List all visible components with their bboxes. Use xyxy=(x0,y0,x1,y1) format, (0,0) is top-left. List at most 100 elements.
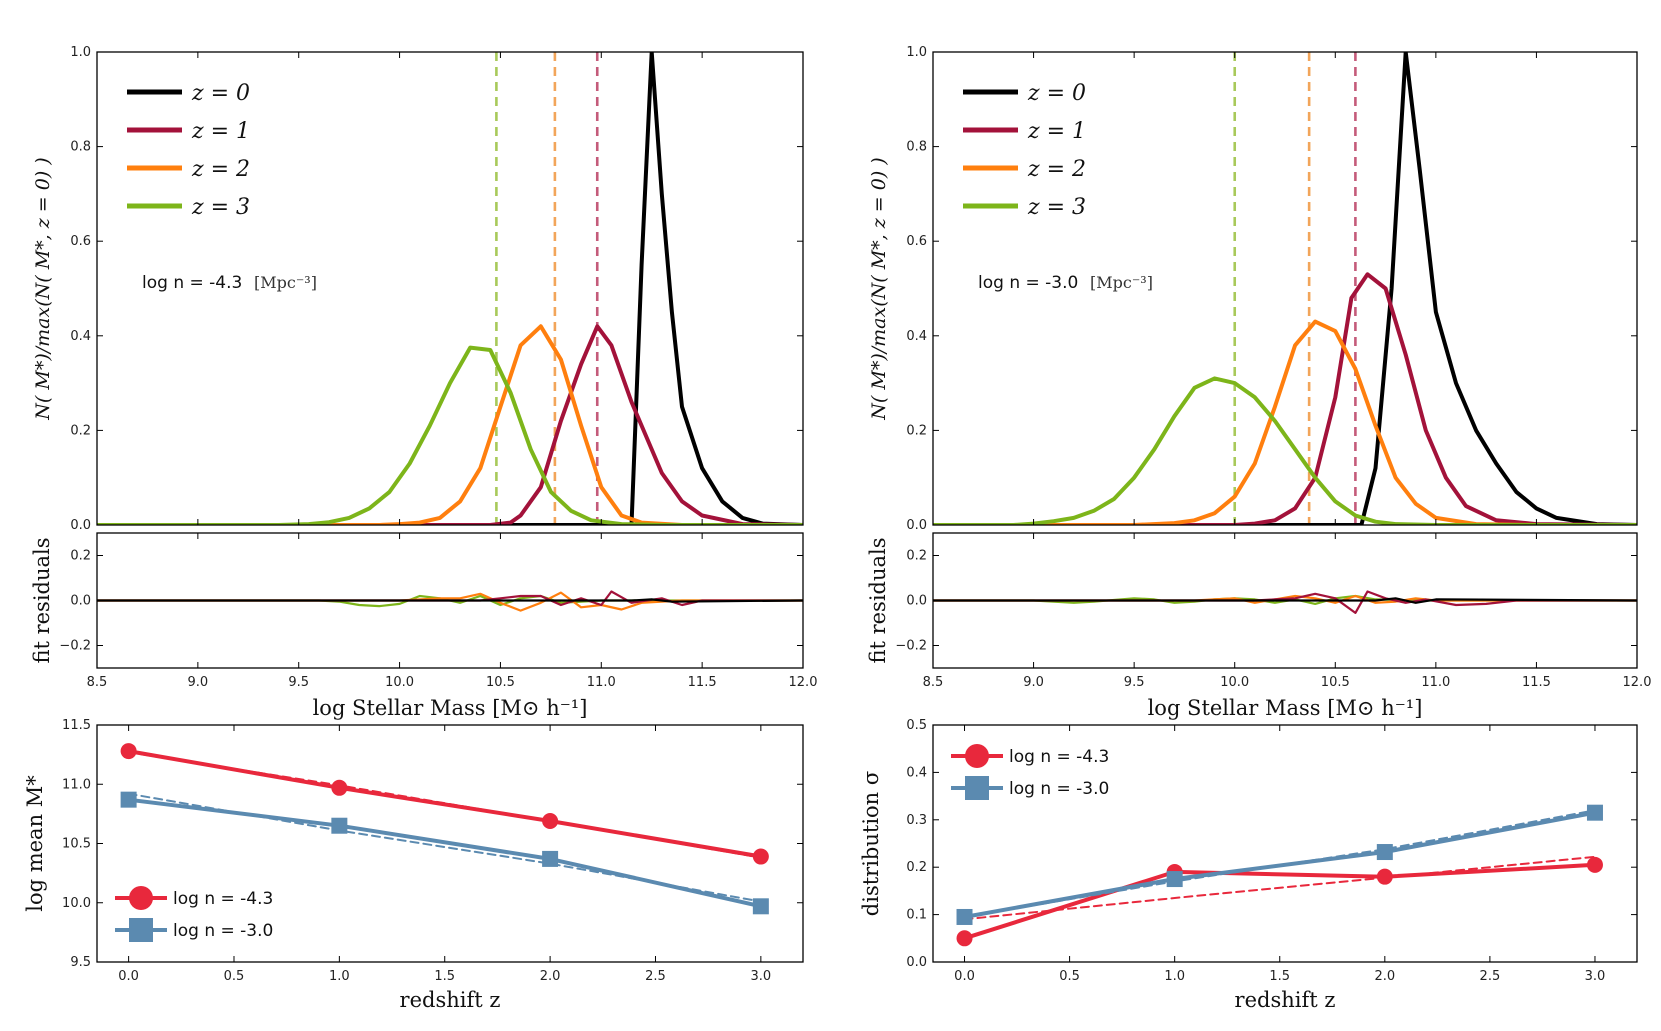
panel-b-ytick-label: 0.8 xyxy=(906,140,927,155)
panel-a-res-xtick-label: 8.5 xyxy=(87,675,108,690)
panel-a-res-ytick-label: −0.2 xyxy=(59,639,91,654)
panel-c-legend-label: log n = -3.0 xyxy=(173,921,273,941)
panel-d-frame xyxy=(932,724,1638,963)
panel-d-legend-label: log n = -4.3 xyxy=(1009,747,1109,767)
panel-d-marker-point xyxy=(1586,856,1603,873)
panel-a-res-xtick-label: 11.0 xyxy=(587,675,616,690)
panel-b-res-ytick-label: 0.2 xyxy=(906,549,927,564)
panel-b-res-xtick-label: 10.0 xyxy=(1220,675,1249,690)
panel-b-res-ylabel: fit residuals xyxy=(866,537,890,663)
panel-a-res-ytick-label: 0.0 xyxy=(70,594,91,609)
panel-c-ytick-label: 10.5 xyxy=(62,837,91,852)
panel-d-series-0 xyxy=(962,862,1597,941)
panel-b-res-series-2 xyxy=(933,590,1637,615)
panel-a-ytick-label: 0.4 xyxy=(70,329,91,344)
panel-b-res-xtick-label: 11.5 xyxy=(1522,675,1551,690)
panel-c-series-1 xyxy=(126,797,763,909)
panel-a-ytick-label: 0.8 xyxy=(70,140,91,155)
panel-b-series-0 xyxy=(933,52,1637,525)
panel-a-res-series-2 xyxy=(97,590,803,607)
panel-d-marker-point xyxy=(1586,804,1603,821)
panel-b-res-xtick-label: 9.5 xyxy=(1124,675,1145,690)
panel-d-legend-marker xyxy=(965,776,989,800)
panel-a-series-1 xyxy=(97,324,803,525)
panel-b-res-ytick-label: 0.0 xyxy=(906,594,927,609)
panel-d-xtick-label: 0.5 xyxy=(1059,969,1080,984)
panel-d-marker-point xyxy=(1376,868,1393,885)
panel-c-xtick-label: 3.0 xyxy=(751,969,772,984)
panel-d-xtick-label: 2.0 xyxy=(1374,969,1395,984)
panel-a-ytick-label: 0.0 xyxy=(70,518,91,533)
panel-a-series-0 xyxy=(97,52,803,525)
panel-a-legend-label: z = 3 xyxy=(191,195,250,220)
panel-b-ytick-label: 0.2 xyxy=(906,423,927,438)
panel-a-legend-label: z = 2 xyxy=(191,157,250,182)
panel-b-legend-label: z = 2 xyxy=(1027,157,1086,182)
panel-d-series-1 xyxy=(962,810,1597,919)
panel-c-legend-label: log n = -4.3 xyxy=(173,889,273,909)
panel-a-res-ylabel: fit residuals xyxy=(30,537,54,663)
panel-b-annotation-unit: [Mpc⁻³] xyxy=(1090,273,1153,292)
panel-a-res-xtick-label: 9.0 xyxy=(188,675,209,690)
panel-b-res-series-3 xyxy=(933,597,1637,604)
panel-d-ytick-label: 0.1 xyxy=(906,908,927,923)
panel-d-xlabel: redshift z xyxy=(1235,988,1336,1012)
panel-a-ytick-label: 1.0 xyxy=(70,45,91,60)
panel-a-res-xlabel: log Stellar Mass [M⊙ h⁻¹] xyxy=(313,696,588,720)
panel-d-xtick-label: 0.0 xyxy=(954,969,975,984)
panel-c-ytick-label: 10.0 xyxy=(62,896,91,911)
panel-a-series-3 xyxy=(97,345,803,525)
panel-d-xtick-label: 1.5 xyxy=(1269,969,1290,984)
panel-b-res-xtick-label: 8.5 xyxy=(923,675,944,690)
panel-b-series-1 xyxy=(933,272,1637,525)
panel-a-res-xtick-label: 11.5 xyxy=(688,675,717,690)
panel-d-marker-point xyxy=(1166,871,1183,888)
panel-a-res-ytick-label: 0.2 xyxy=(70,549,91,564)
panel-a-legend-label: z = 0 xyxy=(191,81,250,106)
panel-c-xtick-label: 2.5 xyxy=(645,969,666,984)
panel-b-legend-label: z = 3 xyxy=(1027,195,1086,220)
panel-a-frame xyxy=(96,51,804,526)
panel-a-series-2 xyxy=(97,324,803,525)
panel-c-marker-point xyxy=(542,812,559,829)
panel-b-frame xyxy=(932,51,1638,526)
panel-c-xtick-label: 0.0 xyxy=(118,969,139,984)
panel-c-marker-point xyxy=(331,817,348,834)
panel-b-legend-label: z = 1 xyxy=(1027,119,1086,144)
panel-c-marker-point xyxy=(752,898,769,915)
panel-b-ytick-label: 0.4 xyxy=(906,329,927,344)
panel-b-series-3 xyxy=(933,376,1637,525)
panel-a-res-xtick-label: 12.0 xyxy=(789,675,818,690)
panel-b-res-xtick-label: 12.0 xyxy=(1623,675,1652,690)
panel-a-res-xtick-label: 10.0 xyxy=(385,675,414,690)
panel-d-ytick-label: 0.2 xyxy=(906,860,927,875)
panel-c-ytick-label: 11.0 xyxy=(62,777,91,792)
panel-d-xtick-label: 2.5 xyxy=(1480,969,1501,984)
panel-d-xtick-label: 3.0 xyxy=(1585,969,1606,984)
panel-b-ytick-label: 1.0 xyxy=(906,45,927,60)
panel-c-marker-point xyxy=(331,779,348,796)
panel-d-fit-0 xyxy=(963,855,1596,921)
panel-c-series-0 xyxy=(126,749,763,859)
panel-c-marker-point xyxy=(120,791,137,808)
panel-c-marker-point xyxy=(542,850,559,867)
panel-a-res-series-3 xyxy=(97,598,803,603)
panel-d-marker-point xyxy=(956,930,973,947)
panel-b-annotation: log n = -3.0 xyxy=(978,273,1078,293)
panel-b-res-xlabel: log Stellar Mass [M⊙ h⁻¹] xyxy=(1148,696,1423,720)
panel-c-ylabel: log mean M* xyxy=(23,775,47,912)
panel-b-res-xtick-label: 9.0 xyxy=(1023,675,1044,690)
panel-d-ytick-label: 0.5 xyxy=(906,718,927,733)
panel-a-res-xtick-label: 10.5 xyxy=(486,675,515,690)
panel-c-legend-marker xyxy=(129,886,153,910)
panel-b-res-ytick-label: −0.2 xyxy=(895,639,927,654)
panel-a-annotation: log n = -4.3 xyxy=(142,273,242,293)
panel-a-annotation-unit: [Mpc⁻³] xyxy=(254,273,317,292)
panel-c-xtick-label: 2.0 xyxy=(540,969,561,984)
panel-b-res-xtick-label: 11.0 xyxy=(1421,675,1450,690)
panel-a-ytick-label: 0.2 xyxy=(70,423,91,438)
panel-a-legend-label: z = 1 xyxy=(191,119,250,144)
panel-c-legend-marker xyxy=(129,918,153,942)
panel-a-ytick-label: 0.6 xyxy=(70,234,91,249)
panel-d-xtick-label: 1.0 xyxy=(1164,969,1185,984)
